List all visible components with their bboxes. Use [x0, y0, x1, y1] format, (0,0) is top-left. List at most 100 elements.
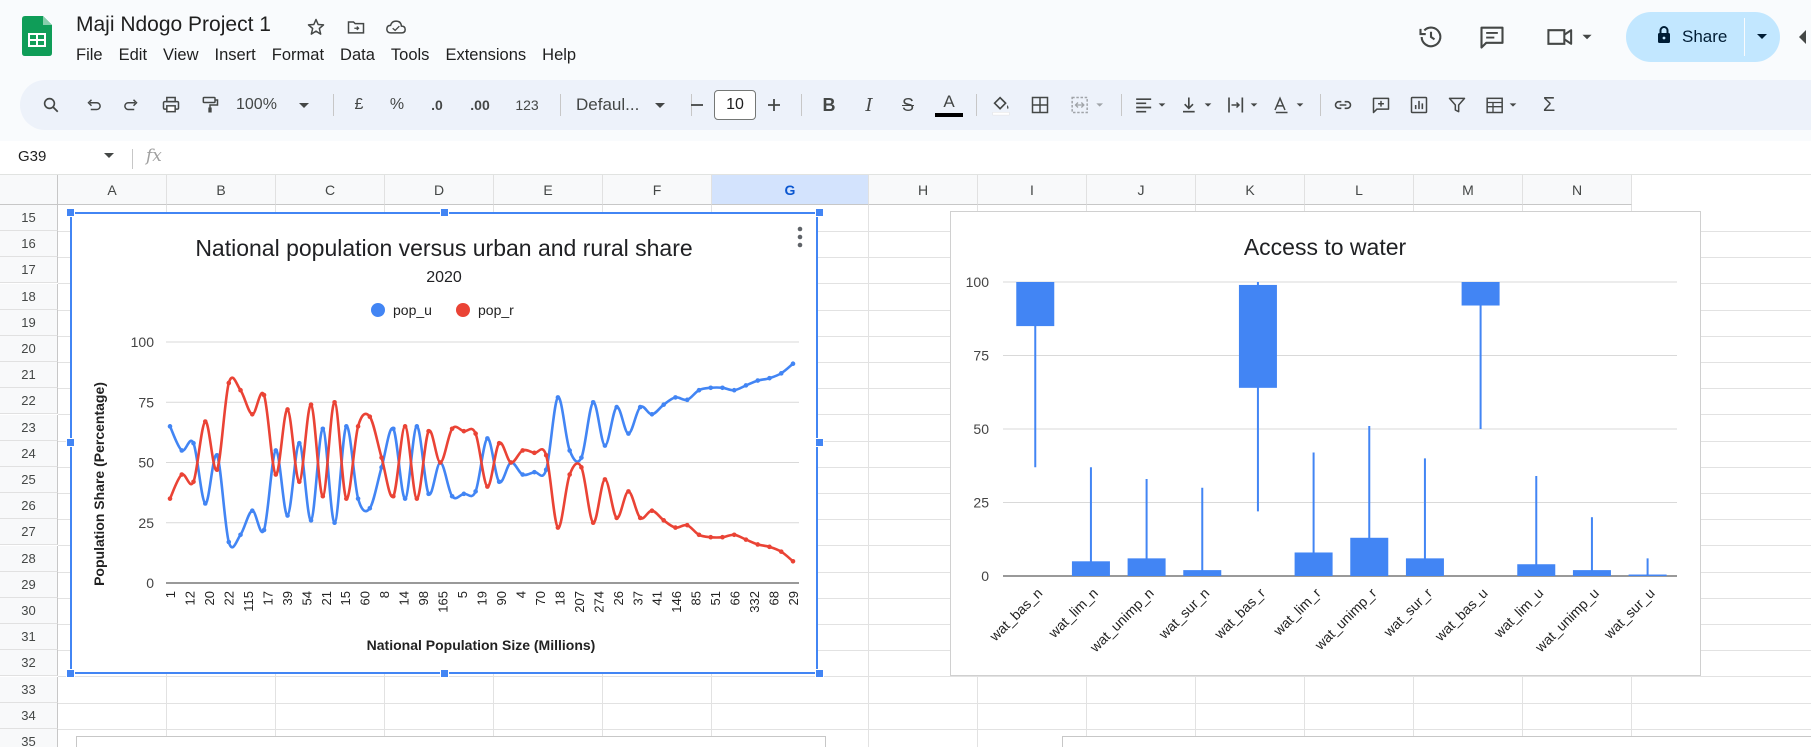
decrease-decimal-button[interactable]: .0	[422, 88, 452, 122]
comments-icon[interactable]	[1475, 20, 1509, 54]
italic-button[interactable]: I	[865, 94, 873, 116]
row-header-32[interactable]: 32	[0, 650, 58, 677]
decrease-font-size-icon[interactable]	[685, 88, 709, 122]
column-header-i[interactable]: I	[978, 175, 1087, 205]
share-main-button[interactable]: Share	[1626, 12, 1744, 62]
column-header-a[interactable]: A	[58, 175, 167, 205]
chart-frame-partial[interactable]	[1062, 736, 1811, 747]
insert-comment-icon[interactable]	[1366, 88, 1396, 122]
number-format-button[interactable]: 123	[515, 97, 539, 113]
undo-icon[interactable]	[78, 88, 108, 122]
filter-icon[interactable]	[1442, 88, 1472, 122]
percent-button[interactable]: %	[389, 96, 405, 113]
strikethrough-button[interactable]: S	[901, 94, 914, 115]
column-header-d[interactable]: D	[385, 175, 494, 205]
row-header-34[interactable]: 34	[0, 702, 58, 729]
cloud-saved-icon[interactable]	[383, 14, 409, 40]
menu-insert[interactable]: Insert	[214, 46, 256, 64]
functions-button[interactable]: Σ	[1542, 93, 1556, 116]
version-history-icon[interactable]	[1414, 20, 1448, 54]
resize-handle[interactable]	[815, 208, 824, 217]
chart-menu-icon[interactable]	[797, 226, 803, 248]
row-header-19[interactable]: 19	[0, 309, 58, 336]
row-header-28[interactable]: 28	[0, 545, 58, 572]
horizontal-align-icon[interactable]	[1130, 88, 1174, 122]
filter-views-icon[interactable]	[1480, 88, 1526, 122]
row-header-21[interactable]: 21	[0, 362, 58, 389]
row-header-29[interactable]: 29	[0, 571, 58, 598]
menu-view[interactable]: View	[163, 46, 199, 64]
text-rotation-icon[interactable]	[1268, 88, 1312, 122]
column-header-e[interactable]: E	[494, 175, 603, 205]
menu-data[interactable]: Data	[340, 46, 375, 64]
row-header-30[interactable]: 30	[0, 598, 58, 624]
name-box-dropdown-icon[interactable]	[104, 148, 114, 162]
merge-cells-icon[interactable]	[1064, 88, 1112, 122]
currency-button[interactable]: £	[354, 96, 364, 113]
row-header-20[interactable]: 20	[0, 336, 58, 362]
resize-handle[interactable]	[440, 669, 449, 678]
text-color-button[interactable]: A	[934, 88, 964, 122]
menu-tools[interactable]: Tools	[390, 46, 430, 64]
row-header-15[interactable]: 15	[0, 205, 58, 231]
insert-link-icon[interactable]	[1328, 88, 1358, 122]
print-icon[interactable]	[156, 88, 186, 122]
vertical-align-icon[interactable]	[1176, 88, 1220, 122]
sheets-logo-icon[interactable]	[22, 16, 52, 56]
row-header-27[interactable]: 27	[0, 519, 58, 546]
menu-help[interactable]: Help	[542, 46, 577, 64]
document-title[interactable]: Maji Ndogo Project 1	[76, 13, 271, 36]
row-header-35[interactable]: 35	[0, 729, 58, 747]
resize-handle[interactable]	[815, 669, 824, 678]
increase-decimal-button[interactable]: .00	[462, 88, 498, 122]
resize-handle[interactable]	[815, 438, 824, 447]
redo-icon[interactable]	[117, 88, 147, 122]
paint-format-icon[interactable]	[195, 88, 225, 122]
resize-handle[interactable]	[66, 208, 75, 217]
row-header-31[interactable]: 31	[0, 624, 58, 651]
increase-font-size-icon[interactable]	[762, 88, 786, 122]
resize-handle[interactable]	[440, 208, 449, 217]
zoom-select[interactable]: 100%	[236, 88, 316, 122]
star-icon[interactable]	[303, 14, 329, 40]
font-family-select[interactable]: Defaul...	[576, 88, 680, 122]
row-header-26[interactable]: 26	[0, 493, 58, 520]
menu-format[interactable]: Format	[271, 46, 325, 64]
text-wrapping-icon[interactable]	[1222, 88, 1266, 122]
column-header-j[interactable]: J	[1087, 175, 1196, 205]
insert-chart-icon[interactable]	[1404, 88, 1434, 122]
resize-handle[interactable]	[66, 669, 75, 678]
resize-handle[interactable]	[66, 438, 75, 447]
font-size-input[interactable]: 10	[714, 90, 756, 120]
share-button[interactable]: Share	[1626, 12, 1780, 62]
row-header-25[interactable]: 25	[0, 467, 58, 493]
water-access-chart[interactable]: Access to water 0 25 50 75 100 wat_bas_n wat_l…	[950, 211, 1701, 676]
column-header-h[interactable]: H	[869, 175, 978, 205]
row-header-22[interactable]: 22	[0, 388, 58, 415]
menu-edit[interactable]: Edit	[118, 46, 148, 64]
side-panel-icon[interactable]	[1792, 20, 1811, 54]
column-header-m[interactable]: M	[1414, 175, 1523, 205]
share-dropdown-icon[interactable]	[1744, 12, 1780, 62]
column-header-c[interactable]: C	[276, 175, 385, 205]
menu-file[interactable]: File	[76, 46, 103, 64]
move-folder-icon[interactable]	[343, 14, 369, 40]
name-box[interactable]: G39	[18, 148, 47, 165]
population-chart[interactable]: National population versus urban and rur…	[70, 212, 818, 674]
search-icon[interactable]	[34, 88, 68, 122]
column-header-g[interactable]: G	[712, 175, 869, 205]
column-header-f[interactable]: F	[603, 175, 712, 205]
row-header-18[interactable]: 18	[0, 283, 58, 310]
menu-extensions[interactable]: Extensions	[445, 46, 527, 64]
row-header-16[interactable]: 16	[0, 231, 58, 258]
column-header-l[interactable]: L	[1305, 175, 1414, 205]
bold-button[interactable]: B	[822, 94, 836, 115]
column-header-n[interactable]: N	[1523, 175, 1632, 205]
fill-color-icon[interactable]	[986, 88, 1016, 122]
select-all-corner[interactable]	[0, 175, 58, 205]
row-header-33[interactable]: 33	[0, 676, 58, 703]
column-header-k[interactable]: K	[1196, 175, 1305, 205]
borders-icon[interactable]	[1025, 88, 1055, 122]
column-header-b[interactable]: B	[167, 175, 276, 205]
row-header-24[interactable]: 24	[0, 440, 58, 467]
